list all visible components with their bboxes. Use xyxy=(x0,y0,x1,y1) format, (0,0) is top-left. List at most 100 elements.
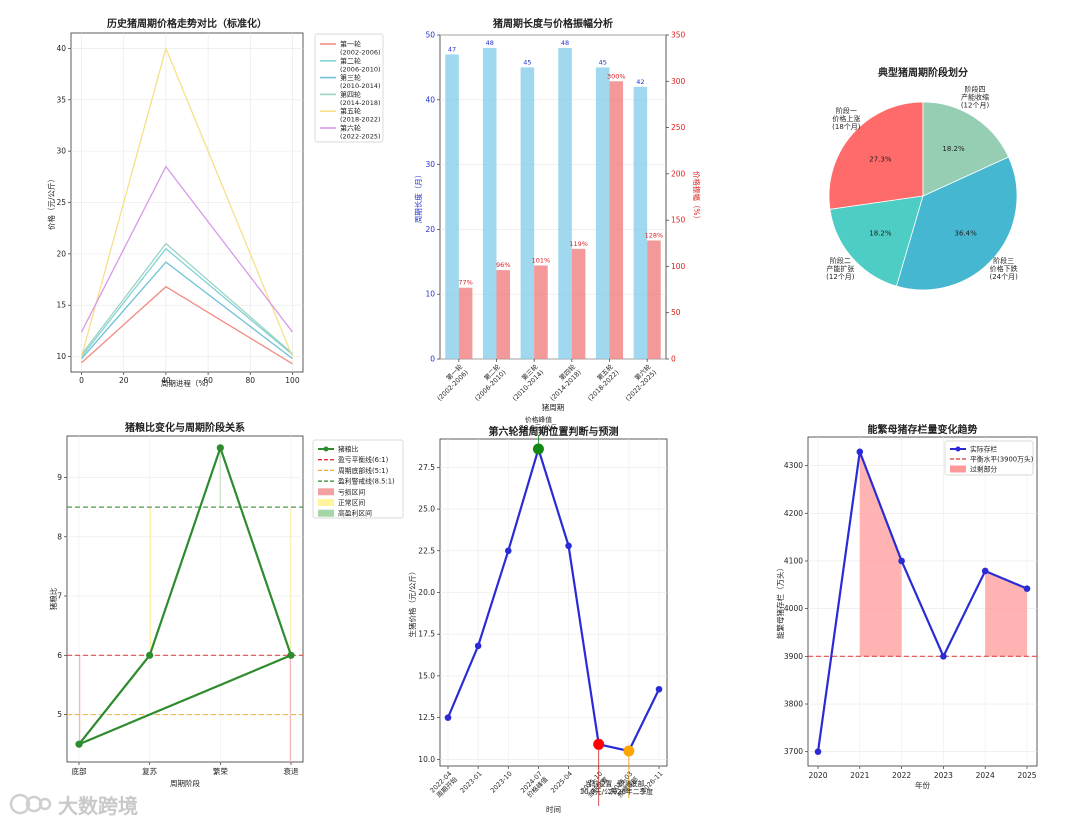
inventory-point xyxy=(1023,585,1031,592)
bar-amplitude-label: 96% xyxy=(496,261,510,269)
inventory-point xyxy=(856,448,864,456)
legend: 第一轮(2002-2006)第二轮(2006-2010)第三轮(2010-201… xyxy=(314,33,384,143)
pie-slice-desc: 产能扩张 xyxy=(826,264,854,273)
y2-tick-label: 350 xyxy=(671,31,686,40)
y-tick-label: 20.0 xyxy=(418,588,435,597)
y-tick-label: 10 xyxy=(56,352,66,361)
axes-frame xyxy=(439,438,668,767)
y-tick-label: 4300 xyxy=(784,461,803,470)
legend-label: 第一轮 xyxy=(340,40,361,49)
chart-title: 能繁母猪存栏量变化趋势 xyxy=(868,423,978,436)
inventory-point xyxy=(814,748,822,755)
legend-period: (2022-2025) xyxy=(340,133,381,141)
ratio-point xyxy=(287,651,295,659)
y-tick-label: 4200 xyxy=(784,509,803,518)
excess-area xyxy=(859,451,902,657)
y-tick-label: 20 xyxy=(56,249,66,258)
y-tick-label: 25 xyxy=(56,198,66,207)
x-tick-label-group: 2023-01 xyxy=(459,770,484,795)
x-tick-label: 2022 xyxy=(892,771,911,780)
panel-cycle-phases: 典型猪周期阶段划分27.3%阶段一价格上涨(18个月)18.2%阶段二产能扩张(… xyxy=(826,66,1018,291)
axes-frame xyxy=(807,436,1038,767)
annotation-current: 当前位置 xyxy=(585,779,612,788)
x-tick-label-group: 2025-04 xyxy=(549,770,574,795)
excess-area xyxy=(985,570,1027,657)
pie-slice xyxy=(828,101,924,210)
x-tick-label-group: 第一轮(2002-2006) xyxy=(436,362,470,403)
bar-amplitude-label: 119% xyxy=(569,240,588,248)
legend-label: 盈亏平衡线(6:1) xyxy=(338,455,389,464)
pie-slice-label: 阶段一 xyxy=(836,106,857,115)
legend-label: 过剩部分 xyxy=(970,465,997,474)
chart-title: 典型猪周期阶段划分 xyxy=(878,66,968,79)
pie-slice-duration: (12个月) xyxy=(961,102,990,110)
annotation-bottom: 预测底部 xyxy=(617,779,644,788)
legend-label: 高盈利区间 xyxy=(338,509,372,518)
pie-slice xyxy=(896,156,1018,291)
x-tick-label: 底部 xyxy=(72,766,87,776)
y-axis-label: 价格（元/公斤） xyxy=(46,175,56,230)
panel-price-history: 0 20 40 60 80 100 10 15 20 25 30 35 40 历史猪周期价格走势对比（标准… xyxy=(46,17,384,388)
y-axis-label: 猪粮比 xyxy=(48,587,58,610)
bar-amplitude xyxy=(571,248,586,359)
y2-tick-label: 250 xyxy=(671,123,686,132)
legend-label: 第四轮 xyxy=(340,90,361,99)
y2-tick-label: 200 xyxy=(671,169,686,178)
bar-amplitude xyxy=(496,270,511,359)
pie-slice-desc: 价格下跌 xyxy=(990,264,1018,273)
price-point xyxy=(474,642,482,650)
annotation-bottom-value: 2026年二季度 xyxy=(609,787,654,796)
zone-normal xyxy=(289,507,291,656)
series-line-6 xyxy=(80,165,293,333)
legend-swatch xyxy=(950,465,966,473)
axes-frame xyxy=(66,435,304,763)
highlight-marker xyxy=(623,745,635,757)
y2-tick-label: 300 xyxy=(671,77,686,86)
series-line-2 xyxy=(81,247,293,357)
y-tick-label: 22.5 xyxy=(418,546,435,555)
annotation-peak: 价格峰值 xyxy=(525,415,552,424)
bar-amplitude-label: 128% xyxy=(645,232,664,240)
pie-slice-label: 阶段四 xyxy=(965,85,986,94)
y-tick-label: 27.5 xyxy=(418,463,435,472)
y-tick-label: 10.0 xyxy=(418,755,435,764)
x-tick-label: 2025 xyxy=(1017,771,1036,780)
legend-swatch xyxy=(318,509,334,517)
bar-length xyxy=(445,54,459,359)
bar-amplitude xyxy=(609,81,624,360)
y-tick-label: 5 xyxy=(57,710,62,719)
x-tick-label: 80 xyxy=(245,376,255,385)
annotation-current-value: 10.9元/公斤 xyxy=(580,787,618,796)
legend-label: 实际存栏 xyxy=(970,445,997,454)
y-tick-label: 9 xyxy=(57,473,62,482)
panel-cycle-length: 0 10 20 30 40 50 0 50 100 150 200 250 300 350 47 77% 第一轮… xyxy=(413,17,702,412)
legend-label: 正常区间 xyxy=(338,498,365,507)
axes-frame xyxy=(439,34,667,360)
legend-label: 平衡水平(3900万头) xyxy=(970,455,1034,464)
price-line xyxy=(446,445,660,753)
x-tick-label: 繁荣 xyxy=(213,766,228,776)
legend-label: 第三轮 xyxy=(340,73,361,82)
pie-slice-label: 阶段二 xyxy=(830,256,851,265)
pie-slice xyxy=(922,101,1010,197)
y-tick-label: 8 xyxy=(57,532,62,541)
bar-length-label: 47 xyxy=(448,45,456,53)
x-tick-label: 60 xyxy=(203,376,213,385)
chart-title: 猪周期长度与价格振幅分析 xyxy=(492,17,613,30)
bar-length xyxy=(520,67,535,360)
x-tick-label: 40 xyxy=(161,376,171,385)
zone-normal xyxy=(149,507,151,656)
watermark: 大数跨境 xyxy=(8,790,138,818)
y-axis-label: 周期长度（月） xyxy=(413,171,423,224)
bar-length xyxy=(558,47,572,360)
panel-sow-inventory: 3700 3800 3900 4000 4100 4200 4300 2020 2021 2022… xyxy=(775,423,1038,790)
pie-slice-duration: (18个月) xyxy=(832,123,861,131)
bar-length xyxy=(482,47,497,360)
x-axis-label: 年份 xyxy=(915,780,930,790)
y-axis-label: 生猪价格（元/公斤） xyxy=(407,567,417,637)
